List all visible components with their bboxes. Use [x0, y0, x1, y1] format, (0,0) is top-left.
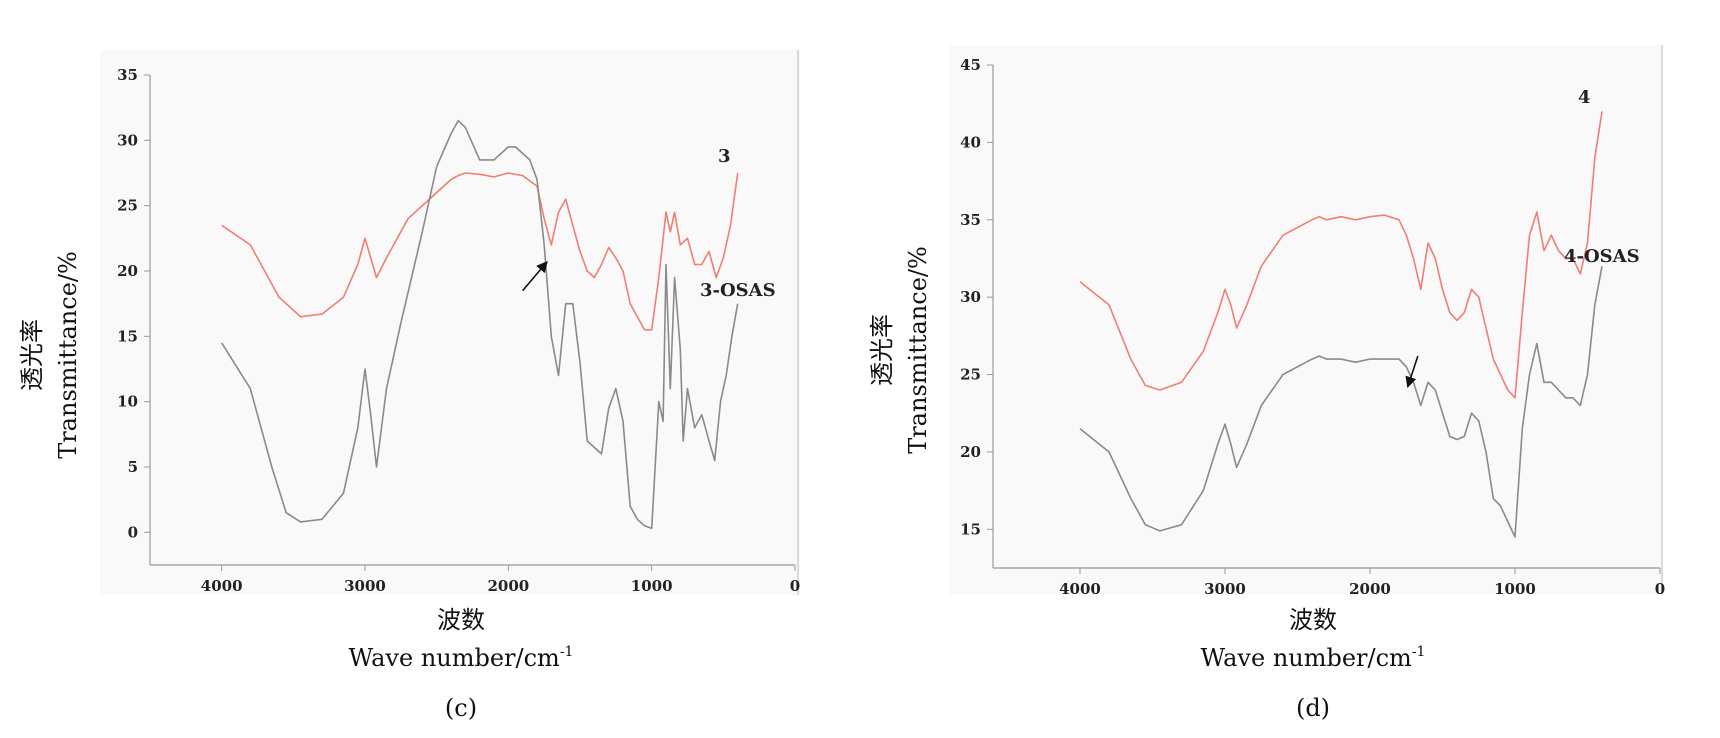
y-tick-label: 10 [117, 393, 138, 411]
series-line-3-osas [221, 119, 739, 530]
series-label-3: 3 [718, 146, 731, 167]
y-tick-label: 35 [117, 66, 138, 84]
panel-label-d: (d) [1296, 694, 1330, 722]
x-tick-label: 0 [790, 577, 800, 595]
plot-background [100, 50, 800, 595]
y-tick-label: 5 [128, 458, 138, 476]
x-axis-title-en-text: Wave number/cm [349, 644, 561, 672]
y-tick-label: 30 [117, 131, 138, 149]
x-tick-group: 4000 3000 2000 1000 0 [1059, 568, 1665, 598]
chart-panel-d: 15 20 25 30 35 40 45 4000 3000 2000 1000 0 4 4-OSA… [868, 45, 1665, 722]
y-tick-label: 20 [960, 443, 981, 461]
y-axis-title-cn: 透光率 [18, 319, 46, 391]
y-tick-label: 45 [960, 56, 981, 74]
y-tick-group: 0 5 10 15 20 25 30 35 [117, 66, 150, 541]
series-line-4-osas [1079, 266, 1603, 538]
x-axis-title-en: Wave number/cm-1 [349, 644, 574, 672]
y-tick-label: 30 [960, 288, 981, 306]
annotation-arrow [1405, 355, 1419, 388]
x-axis-title-en-text: Wave number/cm [1201, 644, 1413, 672]
chart-panel-c: 0 5 10 15 20 25 30 35 4000 3000 2000 1000 0 3 3-OSA… [18, 50, 800, 722]
y-axis-title-cn: 透光率 [868, 314, 896, 386]
x-axis-title-en: Wave number/cm-1 [1201, 644, 1426, 672]
y-tick-label: 40 [960, 133, 981, 151]
x-axis-title-cn: 波数 [1289, 606, 1337, 634]
x-tick-label: 1000 [1494, 580, 1536, 598]
y-axis-title: 透光率 Transmittance/% [868, 246, 932, 454]
annotation-group [522, 260, 548, 292]
x-tick-group: 4000 3000 2000 1000 0 [201, 565, 800, 595]
x-tick-label: 3000 [1204, 580, 1246, 598]
x-axis-title-superscript: -1 [560, 644, 574, 660]
series-group [1079, 111, 1603, 538]
x-tick-label: 4000 [1059, 580, 1101, 598]
series-label-3-osas: 3-OSAS [700, 280, 776, 301]
y-tick-label: 15 [117, 327, 138, 345]
x-tick-label: 4000 [201, 577, 243, 595]
x-tick-label: 0 [1655, 580, 1665, 598]
series-line-4 [1079, 111, 1603, 399]
series-label-4-osas: 4-OSAS [1564, 246, 1640, 267]
series-group [221, 119, 739, 530]
y-tick-label: 0 [128, 523, 138, 541]
y-tick-label: 35 [960, 211, 981, 229]
x-axis-title-cn: 波数 [437, 606, 485, 634]
y-tick-group: 15 20 25 30 35 40 45 [960, 56, 993, 538]
x-axis-title-superscript: -1 [1412, 644, 1426, 660]
x-tick-label: 2000 [1349, 580, 1391, 598]
x-tick-label: 1000 [631, 577, 673, 595]
x-tick-label: 3000 [344, 577, 386, 595]
y-tick-label: 25 [960, 366, 981, 384]
series-label-4: 4 [1578, 87, 1591, 108]
annotation-arrow [522, 260, 548, 292]
y-tick-label: 15 [960, 520, 981, 538]
y-axis-title-en: Transmittance/% [904, 246, 932, 454]
y-axis-title-en: Transmittance/% [54, 251, 82, 459]
panel-label-c: (c) [445, 694, 477, 722]
series-line-3 [221, 172, 739, 331]
y-axis-title: 透光率 Transmittance/% [18, 251, 82, 459]
y-tick-label: 25 [117, 197, 138, 215]
y-tick-label: 20 [117, 262, 138, 280]
x-tick-label: 2000 [487, 577, 529, 595]
annotation-group [1405, 355, 1419, 388]
plot-background [950, 45, 1662, 595]
